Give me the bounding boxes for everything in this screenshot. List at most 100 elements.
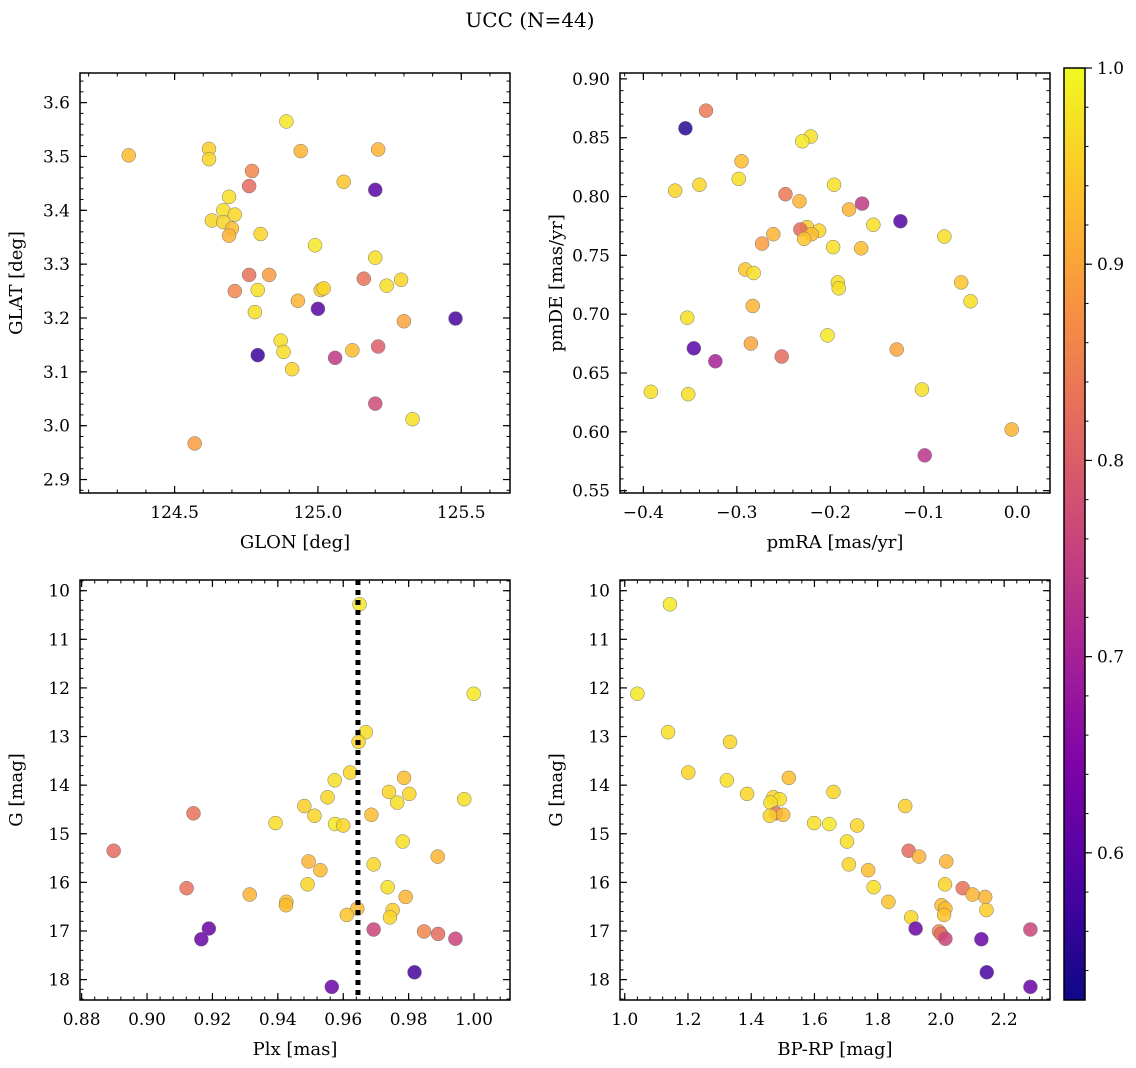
y-tick-label: 10 <box>588 582 610 602</box>
data-point <box>179 880 194 896</box>
y-tick-label: 16 <box>48 873 70 893</box>
data-point <box>276 344 291 360</box>
y-tick-label: 10 <box>48 582 70 602</box>
data-point <box>953 275 969 290</box>
data-point <box>643 384 659 400</box>
data-point <box>678 121 693 136</box>
colorbar-tick-label: 0.8 <box>1097 451 1124 471</box>
data-point <box>300 877 315 892</box>
data-point <box>368 396 383 411</box>
data-point <box>389 795 405 810</box>
y-tick-label: 0.55 <box>572 482 610 502</box>
x-tick-label: 125.0 <box>294 503 343 523</box>
data-point <box>897 798 913 814</box>
y-tick-label: 0.60 <box>572 423 610 443</box>
y-tick-label: 0.70 <box>572 305 610 325</box>
data-point <box>860 862 876 878</box>
data-point <box>796 231 812 247</box>
data-point <box>792 193 807 209</box>
data-point <box>278 897 294 913</box>
data-point <box>244 163 260 179</box>
data-point <box>290 293 306 309</box>
data-point <box>743 336 759 351</box>
y-tick-label: 0.90 <box>572 70 610 90</box>
x-tick-label: −0.1 <box>903 503 944 523</box>
x-tick-label: −0.3 <box>716 503 757 523</box>
y-tick-label: 11 <box>588 630 610 650</box>
data-point <box>893 213 908 229</box>
data-point <box>466 686 481 701</box>
data-point <box>917 448 932 463</box>
data-point <box>974 931 989 947</box>
data-point <box>241 267 257 283</box>
data-point <box>667 183 683 198</box>
data-point <box>398 889 413 905</box>
data-point <box>826 177 842 193</box>
data-point <box>121 148 136 163</box>
x-axis-label: BP-RP [mag] <box>777 1039 892 1060</box>
data-point <box>448 931 463 946</box>
data-point <box>324 979 340 995</box>
y-axis-label: G [mag] <box>6 753 27 826</box>
data-point <box>310 301 326 317</box>
colorbar-tick-label: 0.6 <box>1097 844 1124 864</box>
data-point <box>1023 922 1038 937</box>
y-axis-label: pmDE [mas/yr] <box>546 214 567 352</box>
data-point <box>382 910 398 925</box>
data-point <box>370 142 386 157</box>
x-tick-label: 1.0 <box>611 1010 638 1030</box>
data-point <box>430 926 446 942</box>
y-tick-label: 3.5 <box>43 147 70 167</box>
data-point <box>370 339 386 354</box>
axes-frame <box>619 579 1051 1001</box>
data-point <box>201 151 217 167</box>
data-point <box>680 386 696 402</box>
data-point <box>221 189 237 205</box>
data-point <box>402 786 417 802</box>
data-point <box>731 171 746 187</box>
data-point <box>336 174 351 190</box>
data-point <box>680 310 695 325</box>
data-point <box>201 921 217 936</box>
data-point <box>194 931 209 947</box>
y-tick-label: 2.9 <box>43 471 70 491</box>
x-axis-label: GLON [deg] <box>240 532 350 553</box>
data-point <box>261 267 277 283</box>
axes-frame <box>619 72 1051 494</box>
points <box>121 114 463 451</box>
data-point <box>381 784 397 800</box>
x-tick-label: 1.2 <box>674 1010 701 1030</box>
y-tick-label: 17 <box>48 922 70 942</box>
x-tick-label: 1.8 <box>864 1010 891 1030</box>
y-tick-label: 3.4 <box>43 201 70 221</box>
data-point <box>416 924 432 939</box>
data-point <box>279 114 294 129</box>
data-point <box>396 770 412 786</box>
data-point <box>405 411 420 427</box>
x-tick-label: 0.94 <box>259 1010 297 1030</box>
data-point <box>826 784 841 800</box>
data-point <box>186 806 201 821</box>
data-point <box>345 343 360 358</box>
data-point <box>939 854 954 869</box>
data-point <box>831 281 846 296</box>
panel-4: 1.0 1.2 1.4 1.6 1.8 2.0 2.2 10 11 12 13 14 15 16 17 18 B… <box>546 579 1051 1060</box>
y-tick-label: 18 <box>588 971 610 991</box>
data-point <box>979 902 994 918</box>
x-tick-label: 124.5 <box>150 503 199 523</box>
data-point <box>356 271 372 286</box>
data-point <box>722 734 738 750</box>
data-point <box>841 857 857 872</box>
data-point <box>937 877 953 892</box>
data-point <box>1023 979 1038 995</box>
data-point <box>241 178 257 194</box>
data-point <box>301 854 316 869</box>
data-point <box>781 770 797 786</box>
colorbar-gradient <box>1063 67 1086 1001</box>
y-axis-label: GLAT [deg] <box>6 231 27 335</box>
data-point <box>630 686 645 701</box>
panel-3: 0.88 0.90 0.92 0.94 0.96 0.98 1.00 10 11 12 13 14 15… <box>6 579 511 1060</box>
x-tick-label: 0.88 <box>63 1010 101 1030</box>
data-point <box>938 931 953 946</box>
